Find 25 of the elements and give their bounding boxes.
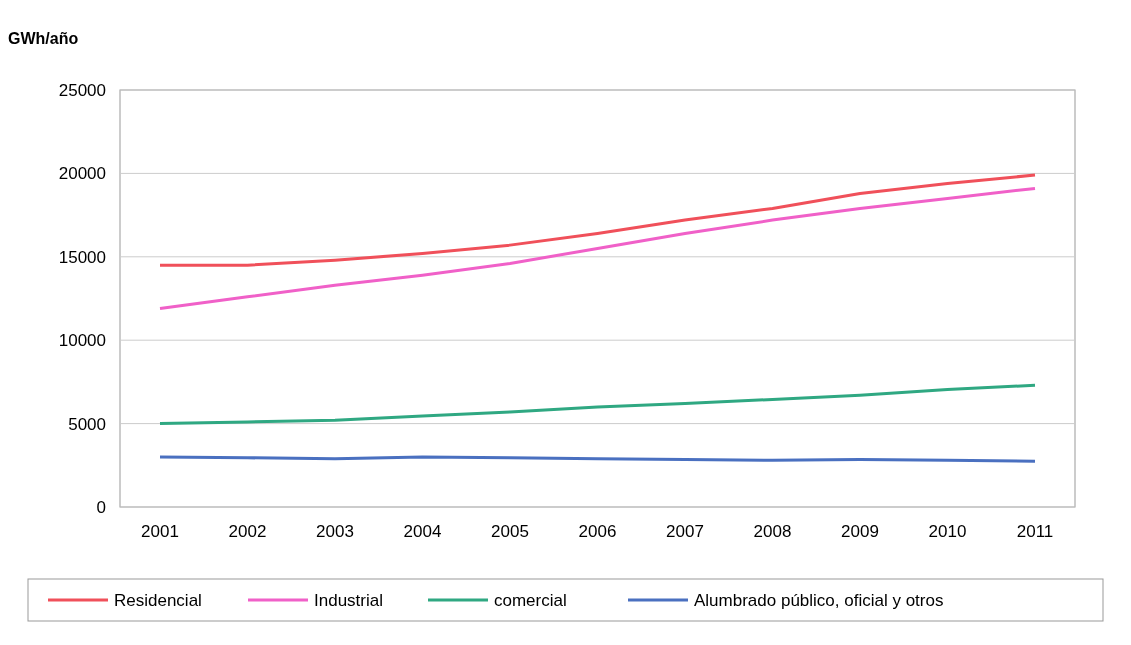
x-tick-label: 2003 — [316, 522, 354, 541]
x-tick-label: 2008 — [753, 522, 792, 541]
y-axis-title: GWh/año — [8, 30, 79, 47]
x-tick-label: 2007 — [666, 522, 704, 541]
x-tick-label: 2004 — [403, 522, 442, 541]
x-tick-label: 2009 — [841, 522, 879, 541]
line-series — [158, 173, 1037, 267]
y-tick-label: 5000 — [68, 414, 106, 434]
legend-label: Residencial — [114, 590, 202, 610]
legend-label: comercial — [494, 590, 567, 610]
y-tick-label: 10000 — [58, 331, 106, 351]
y-tick-label: 15000 — [58, 247, 106, 267]
y-tick-label: 0 — [96, 497, 106, 517]
y-tick-label: 25000 — [58, 80, 106, 100]
legend-label: Alumbrado público, oficial y otros — [694, 590, 944, 610]
x-tick-label: 2002 — [228, 522, 267, 541]
legend-label: Industrial — [314, 590, 383, 610]
x-tick-label: 2001 — [141, 522, 179, 541]
x-tick-label: 2005 — [491, 522, 529, 541]
y-tick-label: 20000 — [58, 164, 106, 184]
x-tick-label: 2006 — [578, 522, 617, 541]
line-series — [158, 383, 1037, 426]
x-tick-label: 2010 — [928, 522, 967, 541]
line-series — [158, 186, 1037, 311]
x-tick-label: 2011 — [1016, 522, 1054, 541]
